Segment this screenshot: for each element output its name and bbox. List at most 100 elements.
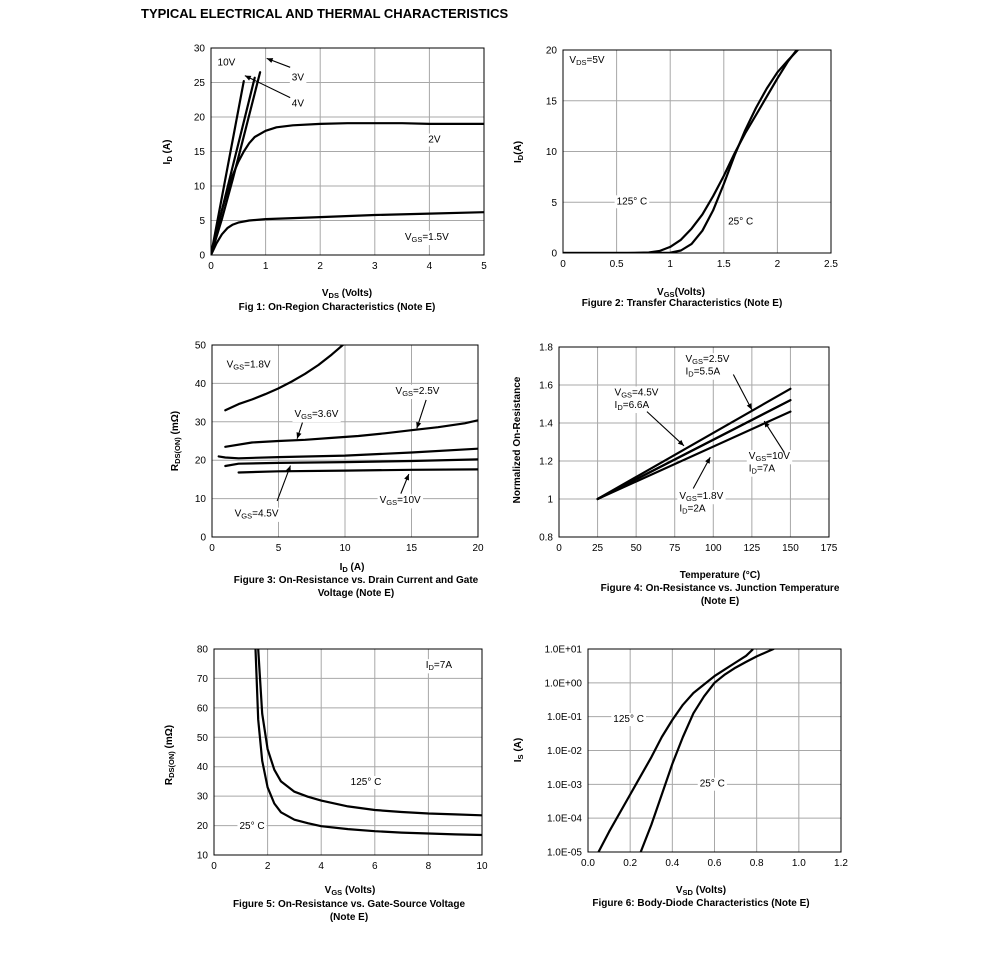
y-tick-label: 1.0E+01 <box>544 645 582 656</box>
x-tick-label: 125 <box>744 543 761 554</box>
x-tick-label: 4 <box>427 261 433 272</box>
curve-annotation: VGS=1.8V <box>679 491 723 503</box>
curve-annotation: 10V <box>218 57 236 68</box>
y-tick-label: 30 <box>195 417 207 428</box>
figure-caption: Figure 6: Body-Diode Characteristics (No… <box>592 898 809 909</box>
curve-annotation: VGS=3.6V <box>294 409 338 421</box>
y-tick-label: 0.8 <box>539 533 553 544</box>
leader-line <box>732 374 753 410</box>
x-tick-label: 0.0 <box>581 858 595 869</box>
curve-annotation: VGS=10V <box>749 451 790 463</box>
x-tick-label: 2.5 <box>824 259 838 270</box>
x-tick-label: 0 <box>208 261 214 272</box>
x-tick-label: 0 <box>209 543 215 554</box>
fig6-chart: 0.0 0.2 0.4 0.6 0.8 1.0 1.2 1.0E-05 1.0E-04 1.0E-… <box>513 645 848 910</box>
x-tick-label: 10 <box>339 543 351 554</box>
y-tick-label: 20 <box>194 113 206 124</box>
y-tick-label: 10 <box>195 494 207 505</box>
annotation-background <box>746 462 778 477</box>
plot-area <box>211 344 479 538</box>
x-tick-label: 2 <box>265 861 271 872</box>
y-tick-label: 1.0E-03 <box>547 780 582 791</box>
annotation-background <box>697 777 727 791</box>
figure-caption: Figure 4: On-Resistance vs. Junction Tem… <box>601 583 840 594</box>
y-tick-label: 40 <box>197 762 209 773</box>
annotation-background <box>348 775 384 789</box>
figure-caption: Figure 3: On-Resistance vs. Drain Curren… <box>234 575 479 586</box>
x-tick-label: 1.0 <box>792 858 806 869</box>
annotation-background <box>292 407 341 423</box>
y-tick-label: 0 <box>551 249 557 260</box>
annotation-background <box>426 133 443 147</box>
x-tick-label: 0.4 <box>665 858 679 869</box>
series-line <box>211 79 245 255</box>
arrow-head <box>285 465 291 473</box>
y-tick-label: 50 <box>195 341 207 352</box>
curve-annotation: 2V <box>428 135 441 146</box>
series-line <box>596 387 792 501</box>
series-line <box>211 211 484 255</box>
x-tick-label: 150 <box>782 543 799 554</box>
annotation-background <box>683 353 732 368</box>
x-tick-label: 1 <box>263 261 269 272</box>
annotation-background <box>377 494 424 509</box>
plot-area <box>562 49 832 254</box>
x-tick-label: 0.8 <box>750 858 764 869</box>
annotation-background <box>612 398 652 414</box>
fig5-chart: 0 2 4 6 8 10 10 20 30 40 50 60 70 80 ID=7A 125° C 25° C V… <box>164 645 488 924</box>
curve-annotation: ID=5.5A <box>686 367 721 379</box>
y-tick-label: 1.2 <box>539 457 553 468</box>
annotation-background <box>614 195 650 209</box>
y-tick-label: 20 <box>546 46 558 57</box>
annotation-background <box>237 820 267 834</box>
x-tick-label: 4 <box>318 861 324 872</box>
x-tick-label: 20 <box>472 543 484 554</box>
y-tick-label: 70 <box>197 674 209 685</box>
curve-annotation: 25° C <box>700 779 725 790</box>
y-tick-label: 15 <box>194 147 206 158</box>
figure-caption: (Note E) <box>330 912 368 923</box>
curve-annotation: ID=2A <box>679 503 706 515</box>
x-tick-label: 15 <box>406 543 418 554</box>
series-line <box>596 399 792 501</box>
figure-caption: (Note E) <box>701 596 739 607</box>
x-tick-label: 1.5 <box>717 259 731 270</box>
y-axis-label: RDS(ON) (mΩ) <box>170 411 182 471</box>
series-line <box>237 468 478 474</box>
y-tick-label: 50 <box>197 733 209 744</box>
y-tick-label: 10 <box>546 147 558 158</box>
arrow-head <box>677 439 684 446</box>
annotation-background <box>289 71 307 85</box>
y-tick-label: 1.6 <box>539 381 553 392</box>
curve-annotation: VGS=2.5V <box>686 354 730 366</box>
fig1-chart: 0 1 2 3 4 5 0 5 10 15 20 25 30 10V 3V 4V 2V VGS=1.5V VDS (… <box>162 44 487 314</box>
y-tick-label: 5 <box>551 198 557 209</box>
y-tick-label: 1.0E-01 <box>547 712 582 723</box>
curve-annotation: VDS=5V <box>569 55 604 67</box>
series-line <box>257 649 482 817</box>
y-tick-label: 25 <box>194 78 206 89</box>
curve-annotation: 125° C <box>351 777 382 788</box>
annotation-background <box>224 358 273 373</box>
curve-annotation: 125° C <box>617 196 648 207</box>
annotation-background <box>726 215 756 229</box>
arrow-head <box>404 474 409 481</box>
arrow-head <box>266 58 274 63</box>
annotation-background <box>232 507 281 522</box>
series-line <box>596 410 792 501</box>
y-tick-label: 40 <box>195 379 207 390</box>
series-line <box>224 345 345 412</box>
fig4-chart: 0 25 50 75 100 125 150 175 0.8 1 1.2 1.4 1.6 1.8 VGS=2… <box>512 343 840 608</box>
y-tick-label: 20 <box>197 821 209 832</box>
annotation-background <box>567 54 607 69</box>
curve-annotation: VGS=2.5V <box>396 386 440 398</box>
x-tick-label: 0.5 <box>610 259 624 270</box>
x-tick-label: 1.2 <box>834 858 848 869</box>
x-axis-label: ID (A) <box>340 562 365 574</box>
x-tick-label: 0 <box>211 861 217 872</box>
annotation-background <box>612 386 661 401</box>
series-line <box>597 649 754 852</box>
annotation-background <box>677 490 726 505</box>
curve-annotation: ID=7A <box>426 660 453 672</box>
